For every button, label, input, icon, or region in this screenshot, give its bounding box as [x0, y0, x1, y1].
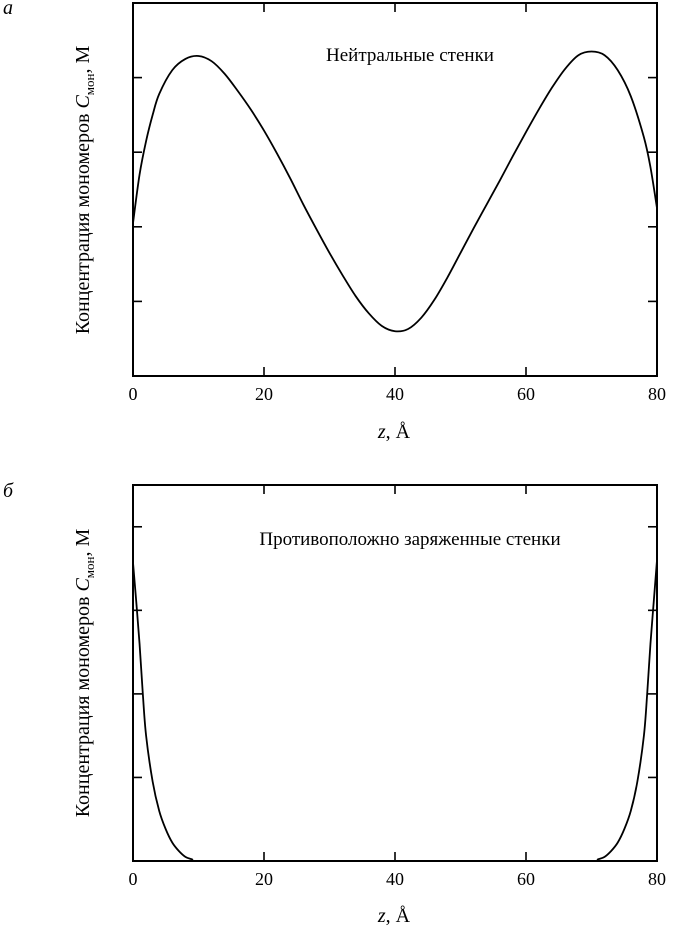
chart-annotation: Нейтральные стенки	[326, 45, 494, 66]
x-tick-label: 60	[517, 384, 535, 404]
x-tick-label: 0	[129, 384, 138, 404]
x-tick-label: 0	[129, 869, 138, 889]
chart-panel-b: б Противоположно заряженные стенки z, Å …	[3, 480, 666, 927]
chart-panel-a: а Нейтральные стенки z, Å Концентрация м…	[3, 0, 666, 443]
y-axis-unit: , М	[72, 529, 94, 557]
y-axis-label: Концентрация мономеров Cмон, М	[72, 46, 97, 335]
x-tick-label: 40	[386, 384, 404, 404]
y-axis-text: Концентрация мономеров	[72, 592, 94, 818]
x-tick-label: 20	[255, 869, 273, 889]
x-axis-var: z	[377, 905, 386, 927]
x-tick-label: 80	[648, 869, 666, 889]
y-axis-text: Концентрация мономеров	[72, 109, 94, 335]
series-line	[132, 560, 658, 863]
series-line	[132, 50, 658, 333]
y-axis-subscript: мон	[82, 73, 97, 95]
x-axis-label: z, Å	[377, 905, 411, 927]
y-axis-var: C	[72, 95, 94, 109]
y-axis-subscript: мон	[82, 556, 97, 578]
panel-label: а	[3, 0, 13, 19]
x-tick-label: 40	[386, 869, 404, 889]
y-axis-var: C	[72, 578, 94, 592]
y-axis-label: Концентрация мономеров Cмон, М	[72, 529, 97, 818]
x-tick-label: 80	[648, 384, 666, 404]
y-axis-unit: , М	[72, 46, 94, 74]
x-axis-label: z, Å	[377, 421, 411, 443]
x-axis-unit: , Å	[386, 421, 411, 443]
x-tick-label: 60	[517, 869, 535, 889]
x-tick-label: 20	[255, 384, 273, 404]
x-axis-var: z	[377, 421, 386, 443]
chart-annotation: Противоположно заряженные стенки	[259, 529, 560, 550]
x-axis-unit: , Å	[386, 905, 411, 927]
panel-label: б	[3, 480, 14, 502]
